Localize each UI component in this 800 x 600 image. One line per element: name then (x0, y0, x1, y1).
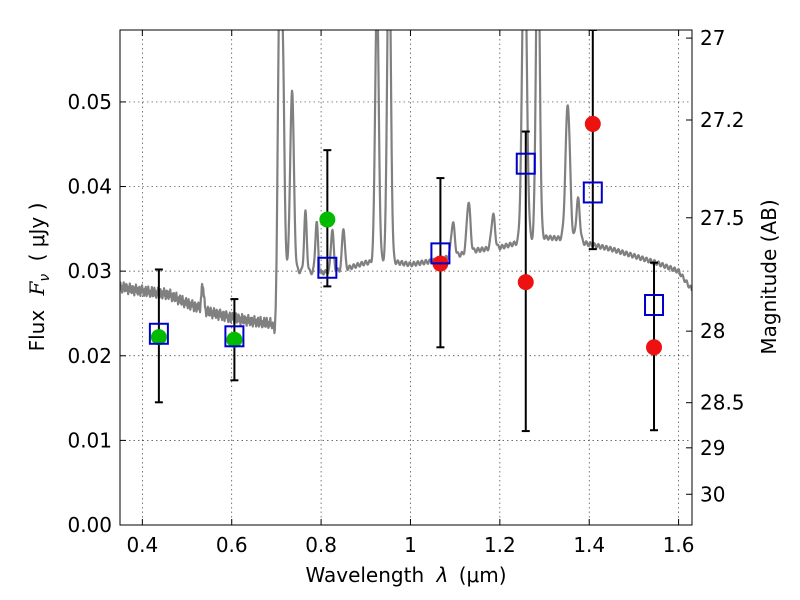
y2-tick-label: 27.5 (700, 206, 745, 230)
x-axis-label: Wavelength λ (μm) (305, 563, 506, 587)
y2-tick-label: 28.5 (700, 391, 745, 415)
y-tick-label: 0.01 (67, 428, 112, 452)
spectrum-line (120, 30, 692, 335)
y-axis-label-subscript: ν (37, 274, 53, 282)
observed-point (226, 331, 243, 348)
y2-axis-label: Magnitude (AB) (757, 199, 781, 354)
y-axis-label-symbol: F (25, 280, 49, 296)
model-square-point (148, 322, 169, 345)
y-tick-label: 0.03 (67, 259, 112, 283)
model-square-point (644, 294, 665, 316)
x-tick-label: 0.8 (305, 533, 337, 557)
observed-point (150, 329, 167, 346)
model-square-point (582, 181, 603, 204)
observed-point (646, 339, 663, 356)
x-tick-label: 0.4 (126, 533, 158, 557)
x-tick-label: 1.4 (573, 533, 605, 557)
y-tick-label: 0.04 (67, 175, 112, 199)
y2-tick-label: 27 (700, 26, 725, 50)
grid (120, 30, 692, 526)
y-tick-label: 0.05 (67, 90, 112, 114)
y-tick-label: 0.00 (67, 513, 112, 537)
x-axis-label-symbol: λ (436, 563, 449, 587)
observed-point (584, 115, 601, 132)
x-tick-label: 1 (404, 533, 417, 557)
plot-frame (119, 29, 693, 526)
model-square-point (515, 152, 536, 175)
x-tick-label: 1.2 (484, 533, 516, 557)
y-axis-label-unit: ( μJy ) (25, 203, 49, 262)
observed-point (319, 211, 336, 228)
x-tick-label: 0.6 (216, 533, 248, 557)
y-tick-label: 0.02 (67, 344, 112, 368)
model-spectrum (120, 30, 692, 335)
model-square-point (430, 242, 451, 265)
y-axis-label-text: Flux (25, 310, 49, 352)
y2-tick-label: 28 (700, 319, 725, 343)
x-axis-label-text: Wavelength (305, 563, 424, 587)
y2-tick-label: 30 (700, 482, 725, 506)
y2-tick-label: 27.2 (700, 108, 745, 132)
x-axis-label-unit: (μm) (459, 563, 507, 587)
axis-ticks: 0.4 0.6 0.8 1 1.2 1.4 1.6 0.00 0.01 0.02 0.03 0.04 0… (67, 26, 744, 557)
observed-point (517, 274, 534, 291)
error-bars (154, 30, 659, 433)
data-points (148, 115, 665, 356)
model-square-point (224, 325, 245, 348)
x-tick-label: 1.6 (663, 533, 695, 557)
y2-tick-label: 29 (700, 436, 725, 460)
model-square-point (317, 256, 338, 279)
y-axis-label: Flux Fν ( μJy ) (25, 203, 54, 352)
